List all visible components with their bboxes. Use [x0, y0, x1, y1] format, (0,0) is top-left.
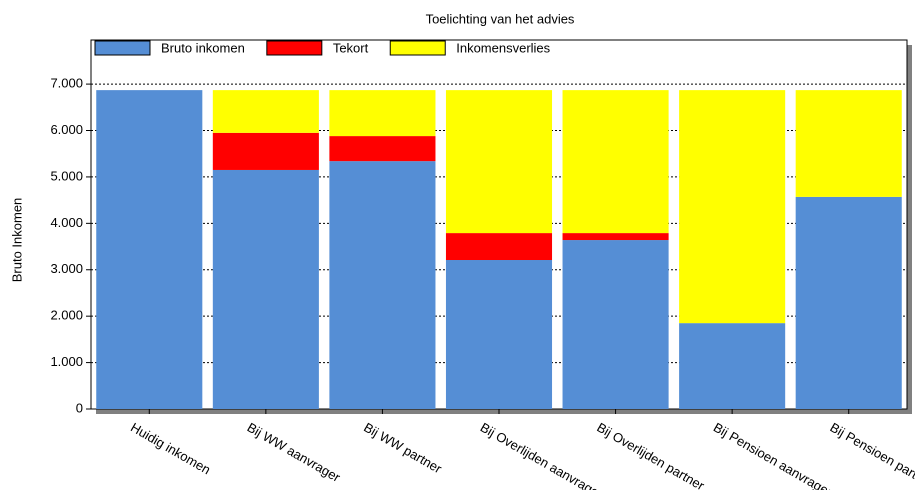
- x-tick-label: Bij Overlijden partner: [594, 420, 707, 490]
- bar-segment: [445, 90, 553, 234]
- bar-segment: [445, 233, 553, 261]
- bar-segment: [329, 90, 436, 137]
- y-tick-label: 7.000: [50, 76, 83, 91]
- bar-segment: [679, 90, 786, 324]
- bar-segment: [679, 323, 786, 409]
- x-tick-label: Bij Pensioen partner: [827, 420, 915, 490]
- x-tick-label: Bij WW partner: [361, 420, 445, 477]
- y-tick-label: 4.000: [50, 215, 83, 230]
- bar-segment: [212, 169, 319, 409]
- legend-label: Inkomensverlies: [456, 40, 550, 55]
- chart-title: Toelichting van het advies: [426, 11, 575, 26]
- legend-label: Tekort: [333, 40, 369, 55]
- bar-segment: [212, 132, 319, 170]
- bar-segment: [795, 90, 902, 197]
- y-tick-label: 2.000: [50, 308, 83, 323]
- bar-segment: [329, 136, 436, 162]
- y-axis-label: Bruto Inkomen: [9, 198, 24, 283]
- y-tick-label: 1.000: [50, 354, 83, 369]
- bar-segment: [562, 90, 669, 234]
- legend-swatch: [389, 40, 446, 56]
- bar-segment: [795, 196, 902, 409]
- x-tick-label: Bij WW aanvrager: [245, 420, 344, 486]
- y-tick-label: 5.000: [50, 168, 83, 183]
- bar-segment: [96, 90, 203, 410]
- bar-segment: [562, 233, 669, 241]
- bar-segment: [445, 260, 553, 409]
- x-tick-label: Bij Pensioen aanvrager: [711, 420, 835, 490]
- bar-segment: [212, 90, 319, 133]
- y-tick-label: 3.000: [50, 261, 83, 276]
- y-tick-label: 0: [76, 400, 83, 415]
- legend-swatch: [266, 40, 323, 56]
- bar-segment: [329, 161, 436, 409]
- legend-swatch: [94, 40, 151, 56]
- x-tick-label: Huidig inkomen: [128, 420, 213, 478]
- bar-segment: [562, 240, 669, 409]
- y-tick-label: 6.000: [50, 122, 83, 137]
- legend-label: Bruto inkomen: [161, 40, 245, 55]
- x-tick-label: Bij Overlijden aanvrager: [478, 420, 606, 490]
